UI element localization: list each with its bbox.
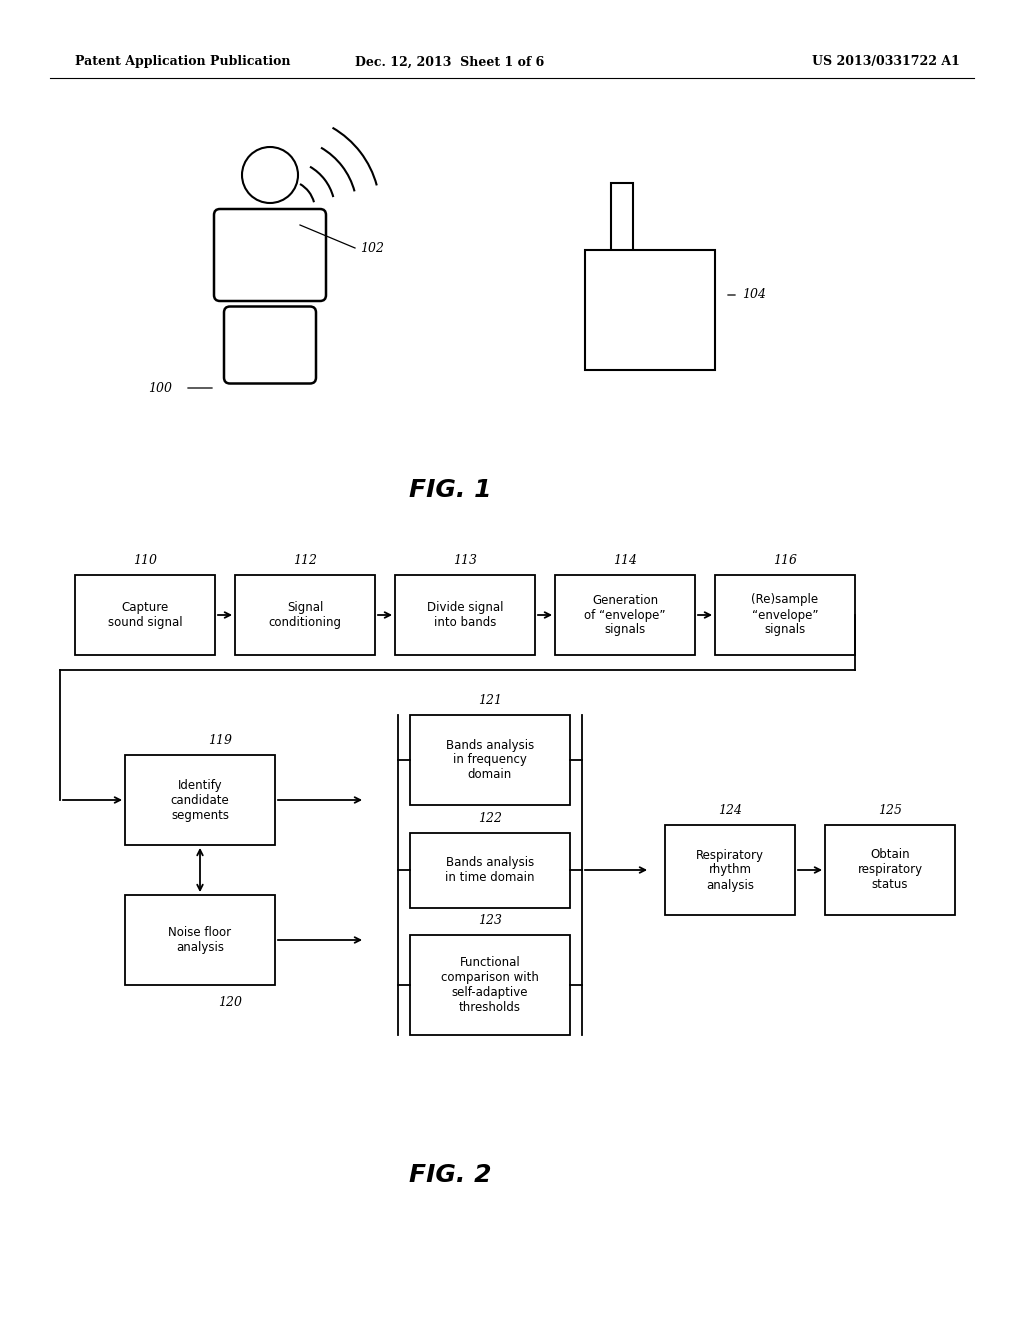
Text: 116: 116 <box>773 554 797 568</box>
Text: Patent Application Publication: Patent Application Publication <box>75 55 291 69</box>
Text: (Re)sample
“envelope”
signals: (Re)sample “envelope” signals <box>752 594 818 636</box>
Text: Respiratory
rhythm
analysis: Respiratory rhythm analysis <box>696 849 764 891</box>
Bar <box>715 576 855 655</box>
Text: Identify
candidate
segments: Identify candidate segments <box>171 779 229 821</box>
Text: 124: 124 <box>718 804 742 817</box>
Text: 104: 104 <box>742 289 766 301</box>
Text: 119: 119 <box>208 734 232 747</box>
Bar <box>825 825 955 915</box>
Text: Bands analysis
in time domain: Bands analysis in time domain <box>445 855 535 884</box>
Text: Bands analysis
in frequency
domain: Bands analysis in frequency domain <box>445 738 535 781</box>
Text: Dec. 12, 2013  Sheet 1 of 6: Dec. 12, 2013 Sheet 1 of 6 <box>355 55 545 69</box>
Circle shape <box>266 209 274 216</box>
Bar <box>410 833 570 908</box>
Bar <box>75 576 215 655</box>
Text: Signal
conditioning: Signal conditioning <box>268 601 341 630</box>
Text: 112: 112 <box>293 554 317 568</box>
Text: 113: 113 <box>453 554 477 568</box>
Text: Divide signal
into bands: Divide signal into bands <box>427 601 503 630</box>
Text: 122: 122 <box>478 812 502 825</box>
Text: Noise floor
analysis: Noise floor analysis <box>168 927 231 954</box>
Text: 100: 100 <box>148 381 172 395</box>
Text: 102: 102 <box>360 242 384 255</box>
Text: Capture
sound signal: Capture sound signal <box>108 601 182 630</box>
Text: 120: 120 <box>218 997 242 1010</box>
Bar <box>410 935 570 1035</box>
Bar <box>665 825 795 915</box>
Bar <box>125 895 275 985</box>
Bar <box>125 755 275 845</box>
Text: 114: 114 <box>613 554 637 568</box>
Bar <box>234 576 375 655</box>
Text: 123: 123 <box>478 915 502 928</box>
Bar <box>611 182 633 257</box>
Text: US 2013/0331722 A1: US 2013/0331722 A1 <box>812 55 961 69</box>
Bar <box>395 576 535 655</box>
Text: 121: 121 <box>478 694 502 708</box>
Bar <box>410 715 570 805</box>
Text: FIG. 1: FIG. 1 <box>409 478 492 502</box>
Text: Generation
of “envelope”
signals: Generation of “envelope” signals <box>585 594 666 636</box>
FancyBboxPatch shape <box>224 306 316 384</box>
Text: FIG. 2: FIG. 2 <box>409 1163 492 1187</box>
Text: Obtain
respiratory
status: Obtain respiratory status <box>857 849 923 891</box>
Text: 110: 110 <box>133 554 157 568</box>
Text: 125: 125 <box>878 804 902 817</box>
Text: Functional
comparison with
self-adaptive
thresholds: Functional comparison with self-adaptive… <box>441 956 539 1014</box>
Bar <box>555 576 695 655</box>
FancyBboxPatch shape <box>214 209 326 301</box>
Bar <box>585 249 715 370</box>
